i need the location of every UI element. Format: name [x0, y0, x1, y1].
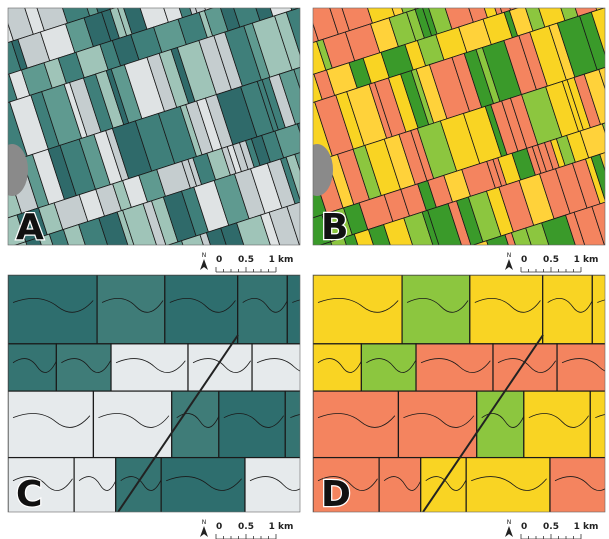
field — [600, 0, 609, 7]
field — [425, 0, 447, 1]
field — [0, 0, 33, 41]
map-panel — [313, 275, 609, 515]
panel-label: D — [321, 474, 351, 515]
field — [120, 0, 142, 1]
north-arrow — [200, 526, 208, 537]
fields — [313, 275, 609, 515]
north-label: N — [202, 252, 207, 259]
field — [543, 275, 593, 344]
field — [111, 344, 188, 391]
field — [529, 0, 555, 1]
field — [0, 0, 3, 47]
field — [416, 0, 441, 4]
field — [172, 391, 219, 458]
gray-patch — [301, 144, 333, 196]
field — [302, 0, 338, 41]
field — [313, 275, 402, 344]
north-label: N — [507, 519, 512, 526]
field — [493, 344, 557, 391]
field — [188, 344, 252, 391]
scale-label: 1 km — [269, 522, 294, 532]
field — [295, 0, 328, 7]
panel-label: C — [16, 474, 42, 515]
field — [592, 275, 609, 344]
scale-label: 0.5 — [238, 522, 254, 532]
field — [0, 111, 1, 168]
field — [590, 391, 609, 458]
field — [521, 0, 538, 4]
field — [8, 275, 97, 344]
field — [224, 0, 250, 1]
north-arrow — [200, 259, 208, 270]
scale-label: 0.5 — [238, 255, 254, 265]
scale-label: 0.5 — [543, 522, 559, 532]
scale-label: 1 km — [269, 255, 294, 265]
field — [361, 344, 416, 391]
field — [466, 458, 550, 516]
field — [524, 391, 590, 458]
scale-label: 0 — [521, 255, 527, 265]
field — [161, 458, 245, 516]
scale-label: 1 km — [574, 522, 599, 532]
north-arrow — [505, 526, 513, 537]
field — [216, 0, 233, 4]
scale-label: 0 — [216, 255, 222, 265]
field — [56, 344, 111, 391]
panel-label: B — [321, 207, 348, 248]
scale-label: 0.5 — [543, 255, 559, 265]
field — [313, 344, 361, 391]
field — [8, 344, 56, 391]
field — [379, 458, 421, 516]
figure: A N 0 0.5 1 km B N 0 0.5 1 km C N 0 0.5 1 km D N 0 0.5 1 km — [0, 0, 609, 539]
north-arrow — [505, 259, 513, 270]
field — [0, 222, 4, 251]
field — [111, 0, 136, 4]
field — [605, 253, 609, 292]
field — [416, 344, 493, 391]
scale-label: 0 — [216, 522, 222, 532]
field — [0, 302, 8, 356]
field — [238, 275, 288, 344]
field — [74, 458, 116, 516]
field — [477, 391, 524, 458]
field — [0, 169, 3, 224]
field — [219, 391, 285, 458]
field — [245, 458, 312, 516]
field — [550, 458, 609, 516]
field — [557, 344, 609, 391]
north-label: N — [202, 519, 207, 526]
scale-label: 0 — [521, 522, 527, 532]
field — [0, 47, 5, 80]
panel-label: A — [16, 207, 44, 248]
scale-label: 1 km — [574, 255, 599, 265]
north-label: N — [507, 252, 512, 259]
